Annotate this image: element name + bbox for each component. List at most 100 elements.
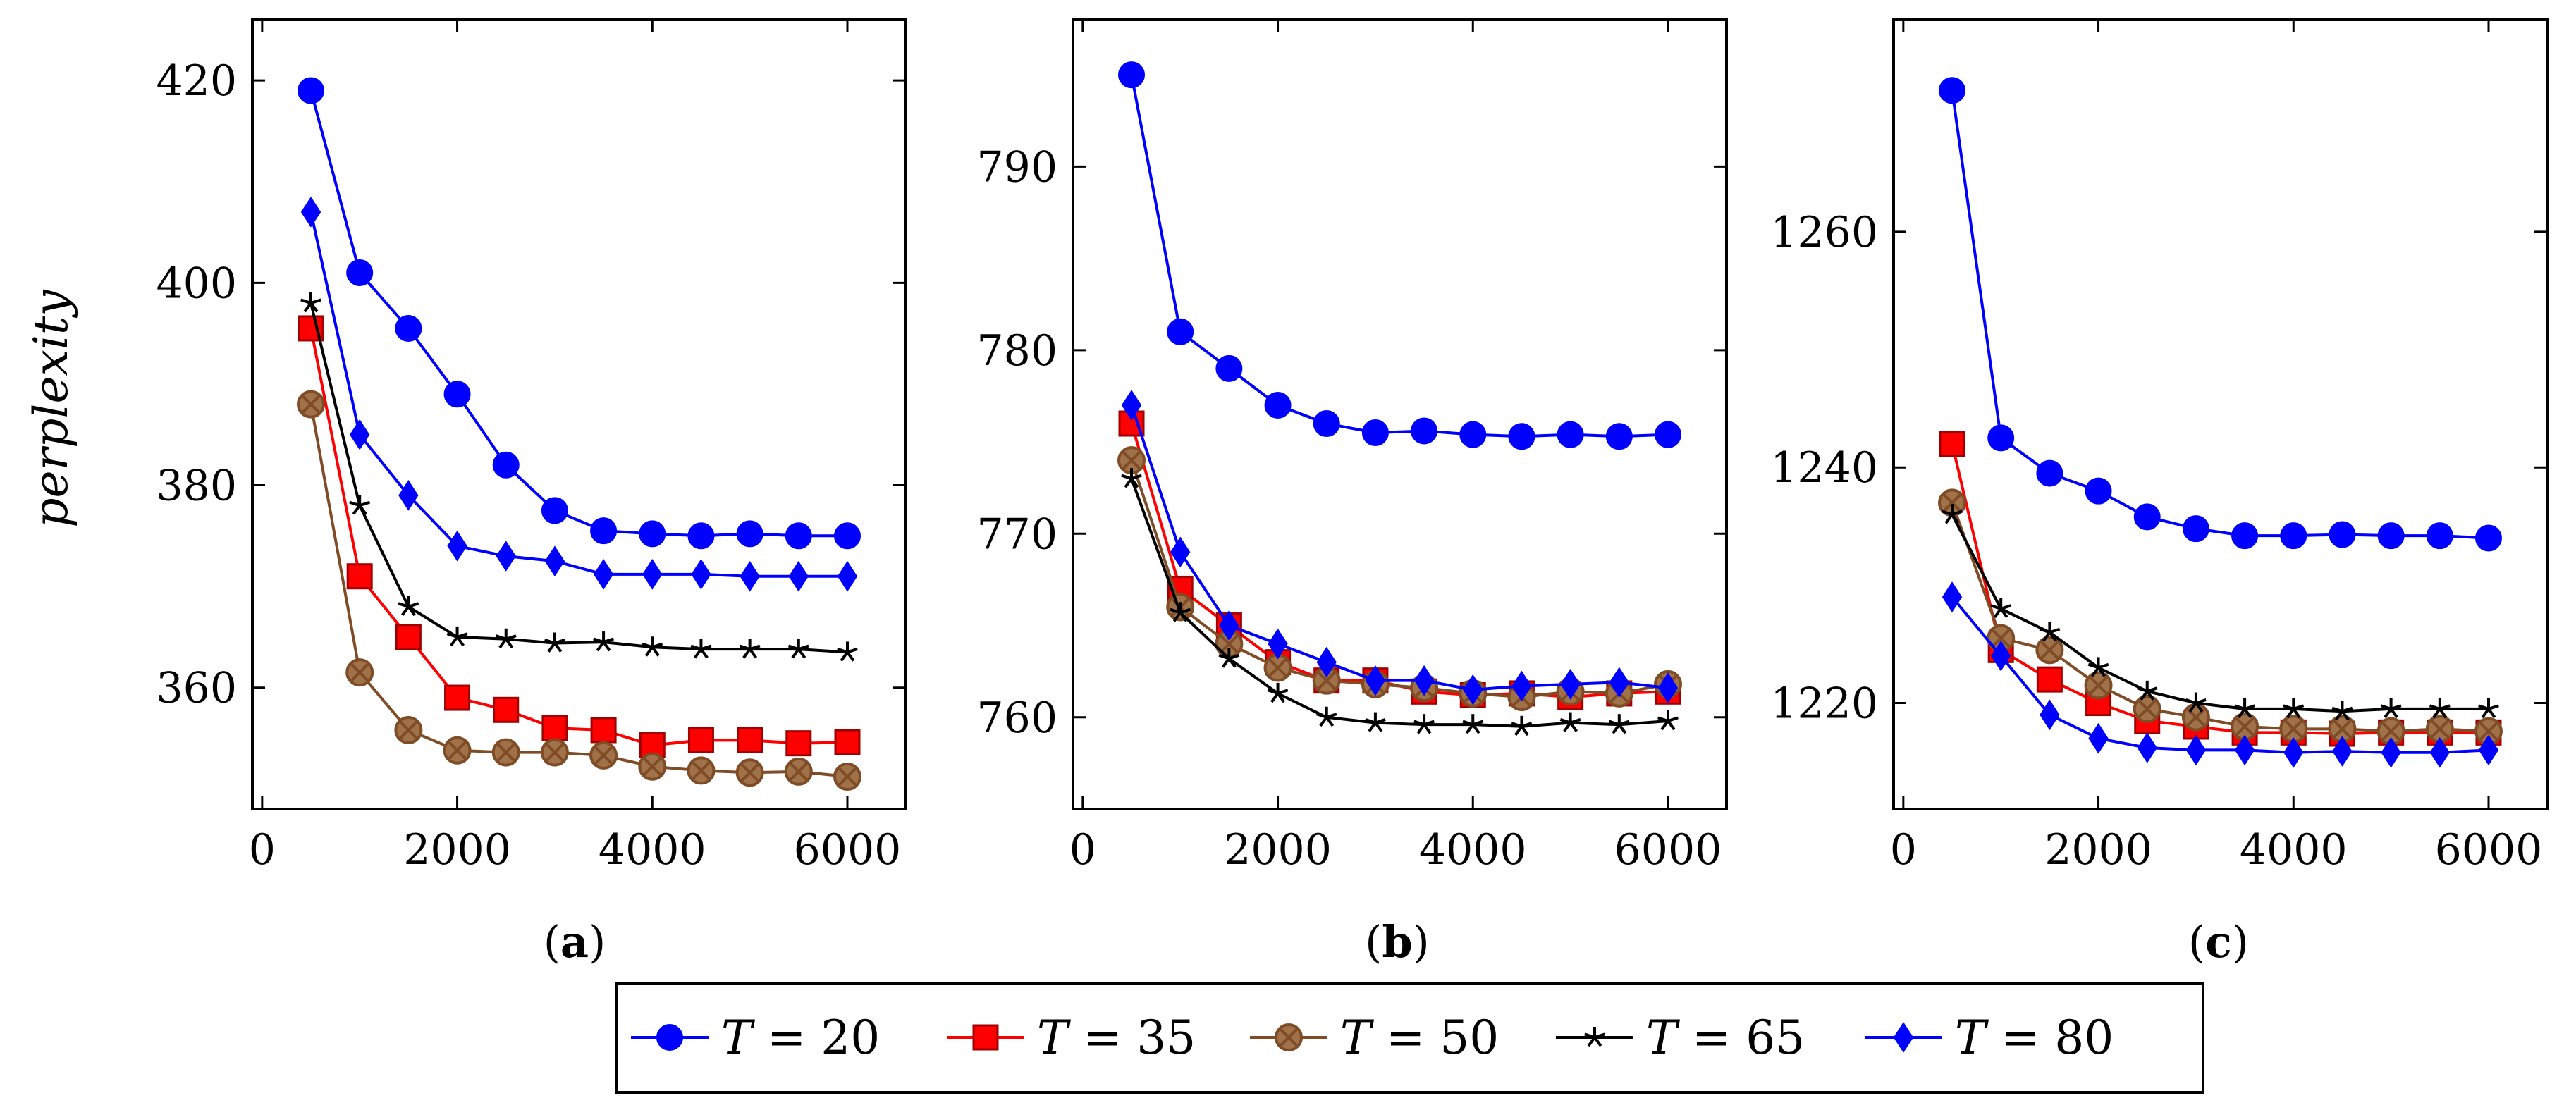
data-point [1608,714,1630,734]
data-point [2331,701,2353,721]
axis-frame [1892,18,2549,810]
y-tick-label: 360 [156,664,237,713]
y-tick-label: 780 [976,326,1057,376]
y-tick-label: 420 [156,56,237,106]
data-point [1118,61,1146,89]
data-point [444,684,471,711]
data-point [1413,714,1435,734]
x-tick-label: 6000 [794,825,902,875]
data-point [2084,671,2113,700]
data-point [690,639,712,659]
data-point [2182,515,2209,543]
data-point [541,715,568,741]
data-point [1365,712,1386,732]
data-point [2381,736,2401,768]
y-tick-label: 760 [976,693,1057,743]
data-point [298,77,325,104]
y-tick-label: 770 [976,510,1057,559]
data-point [1463,674,1483,705]
legend-entry: T = 50 [1250,1011,1499,1065]
data-point [1938,488,1967,517]
data-point [2136,680,2158,701]
data-point [2133,503,2161,531]
data-point [1462,714,1484,734]
data-point [2474,717,2503,746]
data-point [837,641,858,662]
y-tick-label: 1220 [1770,679,1878,729]
series-t80 [300,196,858,592]
data-point [2181,703,2210,732]
series-line [1951,514,2489,713]
panel-label: (b) [1365,916,1430,968]
data-point [1605,423,1633,450]
series-t65 [300,292,858,662]
series-line [1130,405,1669,691]
data-point [2283,698,2305,719]
legend-marker [1275,1023,1303,1051]
data-point [345,658,374,687]
series-t20 [1939,77,2502,552]
data-point [2377,522,2405,550]
data-point [297,390,326,419]
data-point [398,480,419,511]
data-point [491,738,520,767]
data-point [349,495,371,515]
data-point [2137,732,2157,763]
series-t35 [1939,431,2502,747]
data-point [593,559,614,590]
data-point [2478,698,2499,719]
axis-frame [1072,18,1728,810]
data-point [1508,423,1535,450]
x-tick-label: 2000 [403,825,511,875]
data-point [1361,419,1389,447]
data-point [1942,504,1963,524]
data-point [544,545,565,577]
data-point [785,730,812,757]
legend-label: T = 50 [1340,1011,1499,1065]
data-point [1170,536,1191,568]
data-point [1267,682,1289,703]
data-point [2040,699,2060,731]
data-point [787,639,809,659]
x-tick-label: 4000 [2240,825,2348,875]
x-tick-label: 6000 [2435,825,2543,875]
data-point [737,727,763,753]
data-point [2185,734,2207,766]
series-t35 [298,315,861,759]
data-point [687,756,716,785]
legend-entry: T = 20 [631,1011,880,1065]
legend-label: T = 65 [1646,1011,1805,1065]
data-point [541,497,568,524]
data-point [2429,698,2451,719]
data-point [1411,417,1438,445]
series-line [309,302,848,654]
y-tick-label: 790 [976,142,1057,192]
x-tick-label: 2000 [1224,825,1332,875]
data-point [1511,715,1533,736]
data-point [2280,522,2307,550]
series-line [1130,459,1669,699]
data-point [2234,698,2255,719]
data-point [784,757,813,786]
series-t65 [1121,468,1679,736]
series-t65 [1942,504,2499,721]
data-point [1560,669,1581,700]
series-line [1951,90,2489,540]
y-axis-label: perplexity [24,290,78,528]
series-t80 [1942,581,2499,768]
x-tick-label: 4000 [1419,825,1527,875]
data-point [2425,715,2454,744]
data-point [739,639,761,659]
data-point [736,520,763,548]
data-point [1987,624,2016,653]
data-point [1413,665,1435,696]
data-point [1657,672,1679,703]
series-line [309,404,848,779]
data-point [2085,477,2112,505]
data-point [1990,598,2012,619]
data-point [2376,717,2405,746]
series-t20 [298,77,861,550]
x-tick-label: 2000 [2044,825,2152,875]
data-point [1215,354,1243,382]
data-point [447,530,467,562]
